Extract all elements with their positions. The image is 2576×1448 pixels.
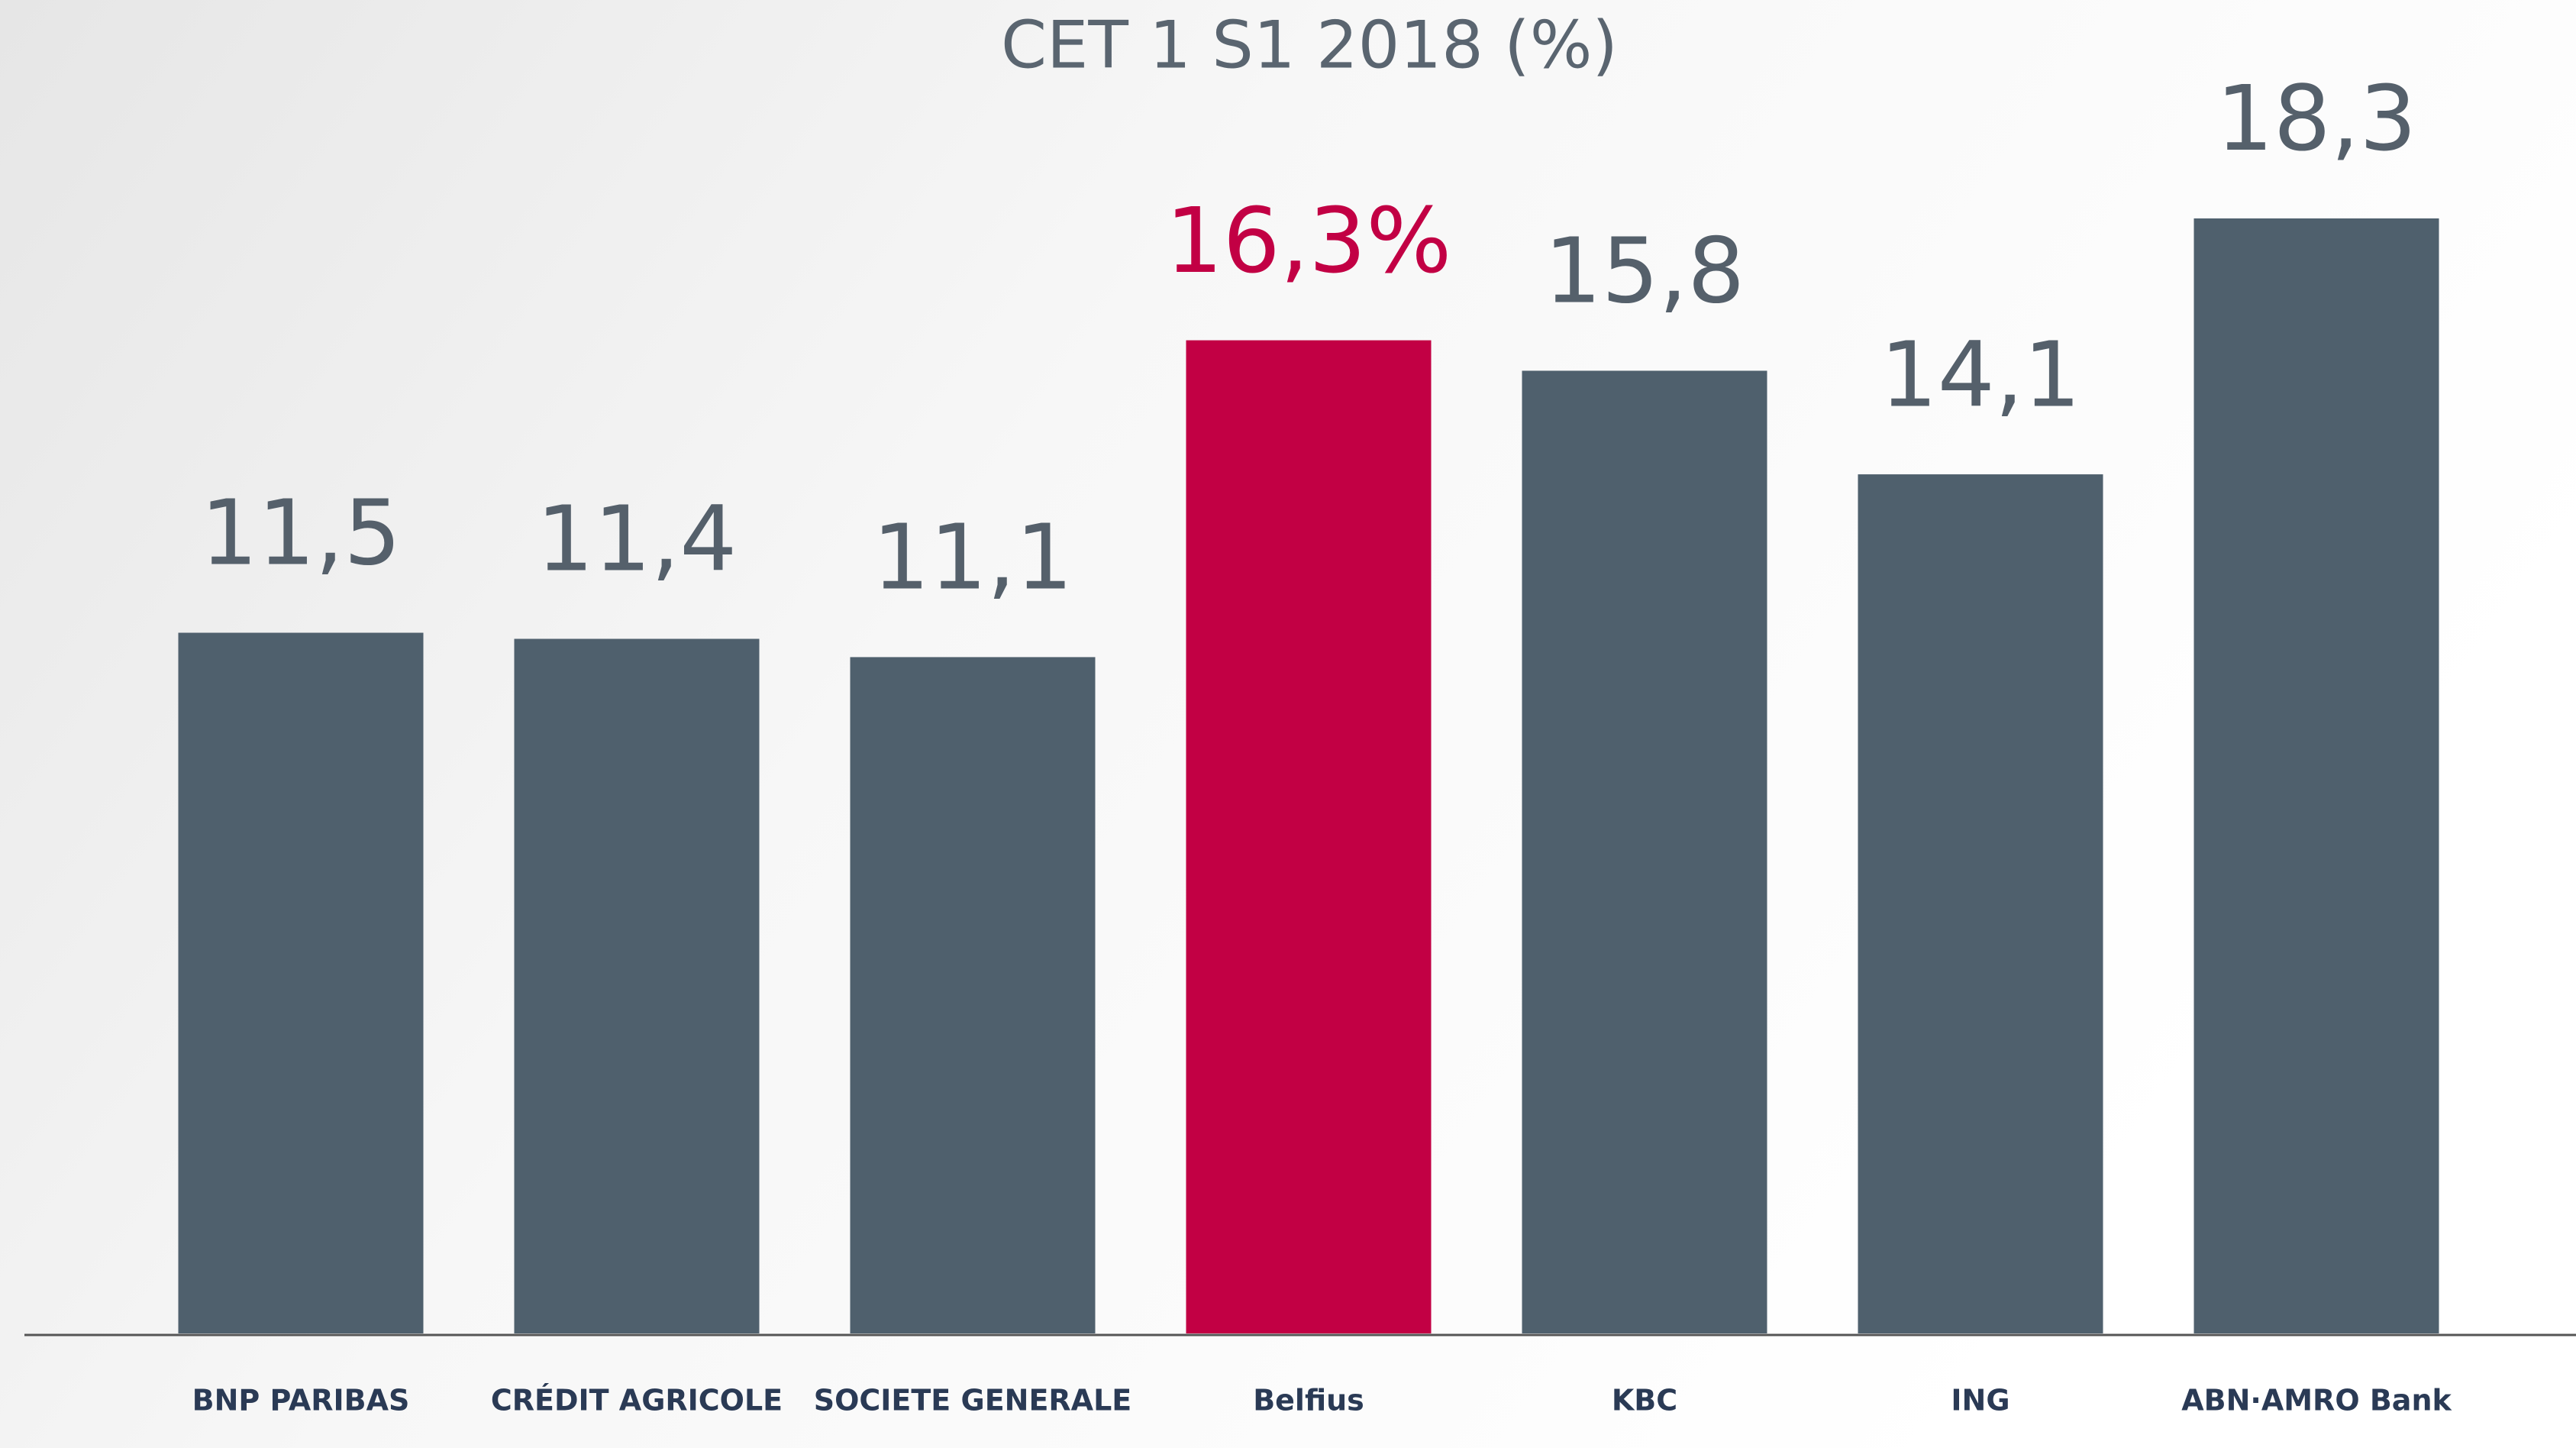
bar — [1522, 370, 1767, 1333]
value-label: 11,1 — [873, 505, 1073, 610]
bar — [179, 633, 424, 1333]
x-tick-label: CRÉDIT AGRICOLE — [491, 1384, 783, 1417]
value-label: 16,3% — [1166, 188, 1452, 293]
bar — [2194, 218, 2439, 1333]
x-tick-label: KBC — [1612, 1384, 1677, 1417]
x-tick-label: BNP PARIBAS — [192, 1384, 410, 1417]
bar — [515, 638, 760, 1333]
bar — [1186, 341, 1432, 1333]
value-label: 15,8 — [1545, 218, 1745, 324]
chart-title: CET 1 S1 2018 (%) — [1001, 7, 1618, 83]
bar — [1858, 474, 2103, 1333]
value-label: 11,5 — [201, 480, 402, 586]
chart: CET 1 S1 2018 (%) 11,5 BNP PARIBAS 11,4 CRÉ… — [0, 0, 2576, 1448]
value-label: 14,1 — [1880, 322, 2081, 427]
x-tick-label: Belfius — [1253, 1384, 1364, 1417]
x-tick-label: ABN·AMRO Bank — [2181, 1384, 2452, 1417]
x-tick-label: ING — [1951, 1384, 2009, 1417]
x-tick-label: SOCIETE GENERALE — [814, 1384, 1132, 1417]
bar — [851, 657, 1096, 1333]
value-label: 11,4 — [537, 486, 738, 592]
value-label: 18,3 — [2216, 66, 2417, 171]
